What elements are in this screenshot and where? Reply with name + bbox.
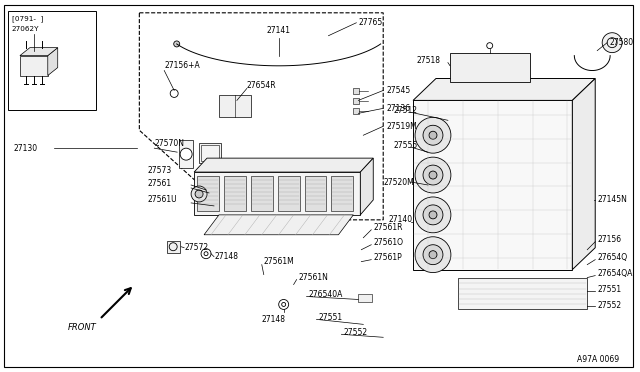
Text: 27561N: 27561N <box>299 273 328 282</box>
Circle shape <box>429 171 437 179</box>
Bar <box>199 143 221 163</box>
Text: 27130: 27130 <box>14 144 38 153</box>
Polygon shape <box>458 278 588 310</box>
Text: 27148: 27148 <box>262 315 285 324</box>
Bar <box>224 176 246 211</box>
Polygon shape <box>413 100 572 270</box>
Text: 27561R: 27561R <box>373 223 403 232</box>
Polygon shape <box>194 172 360 215</box>
Bar <box>353 89 359 94</box>
Polygon shape <box>20 48 58 55</box>
Bar <box>353 108 359 114</box>
Bar <box>179 140 193 168</box>
Text: 27551: 27551 <box>597 285 621 294</box>
Polygon shape <box>413 78 595 100</box>
Text: A97A 0069: A97A 0069 <box>577 355 620 364</box>
Circle shape <box>173 41 180 47</box>
Text: 27561U: 27561U <box>147 195 177 205</box>
Circle shape <box>602 33 622 52</box>
Text: 27580: 27580 <box>609 38 634 47</box>
Bar <box>278 176 300 211</box>
Text: 27156+A: 27156+A <box>164 61 200 70</box>
Text: 27551: 27551 <box>319 313 342 322</box>
Text: 27654Q: 27654Q <box>597 253 627 262</box>
Text: 27654QA: 27654QA <box>597 269 632 278</box>
Circle shape <box>415 237 451 273</box>
Text: 27572: 27572 <box>184 243 208 252</box>
Text: 27552: 27552 <box>597 301 621 310</box>
Text: 27520M: 27520M <box>383 177 414 186</box>
Bar <box>358 295 372 302</box>
Circle shape <box>423 245 443 264</box>
Text: 27140: 27140 <box>388 215 412 224</box>
Bar <box>332 176 353 211</box>
Circle shape <box>429 131 437 139</box>
Bar <box>219 96 251 117</box>
Text: 27062Y: 27062Y <box>12 26 40 32</box>
Text: 27654R: 27654R <box>247 81 276 90</box>
Text: 27561M: 27561M <box>264 257 294 266</box>
Text: 27148: 27148 <box>214 252 238 261</box>
Text: 27555: 27555 <box>393 141 417 150</box>
Text: 27552: 27552 <box>344 328 367 337</box>
Bar <box>8 11 95 110</box>
Bar <box>251 176 273 211</box>
Bar <box>305 176 326 211</box>
Polygon shape <box>360 158 373 215</box>
Text: 27561O: 27561O <box>373 238 403 247</box>
Circle shape <box>191 186 207 202</box>
Polygon shape <box>204 215 353 235</box>
Circle shape <box>423 205 443 225</box>
Circle shape <box>415 157 451 193</box>
Circle shape <box>195 190 203 198</box>
Bar <box>197 176 219 211</box>
Circle shape <box>429 251 437 259</box>
Polygon shape <box>20 55 48 76</box>
Circle shape <box>423 165 443 185</box>
Bar <box>450 52 529 83</box>
Text: 27136: 27136 <box>386 104 410 113</box>
Text: 27156: 27156 <box>597 235 621 244</box>
Text: FRONT: FRONT <box>68 323 97 332</box>
Bar <box>353 99 359 105</box>
Bar <box>201 145 219 161</box>
Polygon shape <box>194 158 373 172</box>
Text: 27545: 27545 <box>386 86 410 95</box>
Text: 27145N: 27145N <box>597 195 627 205</box>
Circle shape <box>423 125 443 145</box>
Text: 27573: 27573 <box>147 166 172 174</box>
Text: 27141: 27141 <box>267 26 291 35</box>
Text: 27570N: 27570N <box>154 139 184 148</box>
Text: 27765: 27765 <box>358 18 383 27</box>
Text: 27512: 27512 <box>393 106 417 115</box>
Text: 27561P: 27561P <box>373 253 402 262</box>
Text: 276540A: 276540A <box>308 290 343 299</box>
Text: 27561: 27561 <box>147 179 172 187</box>
Circle shape <box>415 117 451 153</box>
Circle shape <box>415 197 451 233</box>
Text: [0791-  ]: [0791- ] <box>12 15 43 22</box>
Text: 27518: 27518 <box>416 56 440 65</box>
Circle shape <box>180 148 192 160</box>
Polygon shape <box>48 48 58 76</box>
Polygon shape <box>572 78 595 270</box>
Circle shape <box>429 211 437 219</box>
Text: 27519M: 27519M <box>386 122 417 131</box>
Bar <box>167 241 180 253</box>
